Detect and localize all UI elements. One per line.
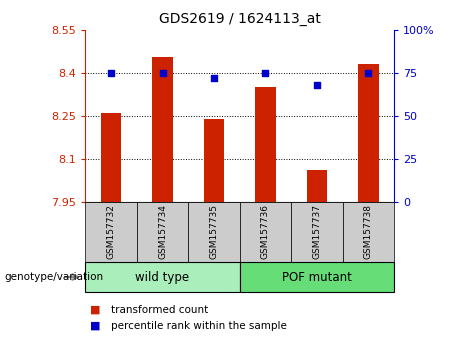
Title: GDS2619 / 1624113_at: GDS2619 / 1624113_at [159, 12, 321, 26]
Point [313, 82, 320, 88]
Point [159, 70, 166, 76]
Point [365, 70, 372, 76]
Text: GSM157736: GSM157736 [261, 204, 270, 259]
Text: POF mutant: POF mutant [282, 270, 352, 284]
Text: GSM157738: GSM157738 [364, 204, 373, 259]
Point [107, 70, 115, 76]
Text: GSM157737: GSM157737 [313, 204, 321, 259]
Text: percentile rank within the sample: percentile rank within the sample [111, 321, 287, 331]
Point [262, 70, 269, 76]
Bar [307, 170, 327, 202]
Text: ■: ■ [90, 305, 100, 315]
Text: wild type: wild type [136, 270, 189, 284]
Bar [358, 64, 378, 202]
Bar [100, 113, 121, 202]
Text: transformed count: transformed count [111, 305, 208, 315]
Text: GSM157735: GSM157735 [209, 204, 219, 259]
Text: GSM157734: GSM157734 [158, 204, 167, 259]
Bar [152, 57, 173, 202]
Bar [255, 87, 276, 202]
Point [210, 75, 218, 81]
Bar [204, 119, 224, 202]
Text: genotype/variation: genotype/variation [5, 272, 104, 282]
Text: GSM157732: GSM157732 [106, 204, 116, 259]
Text: ■: ■ [90, 321, 100, 331]
